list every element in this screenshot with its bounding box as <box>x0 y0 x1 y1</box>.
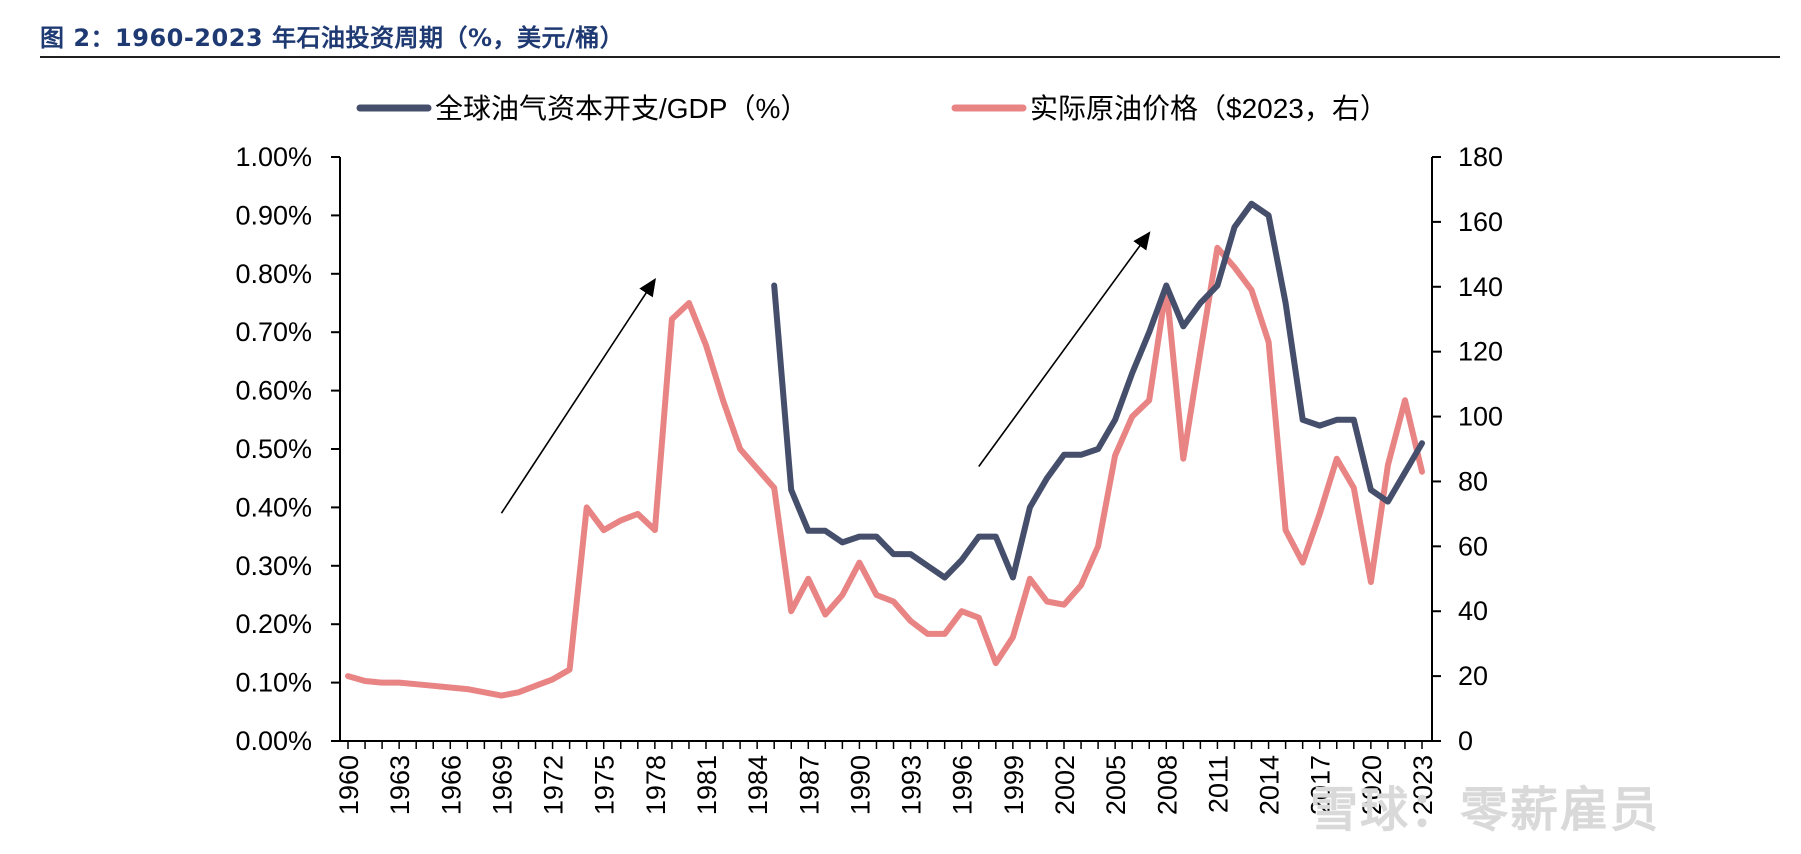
left-y-tick-label: 0.60% <box>235 376 312 406</box>
left-y-tick-label: 0.00% <box>235 726 312 756</box>
x-tick-label: 2005 <box>1101 755 1131 815</box>
left-y-tick-label: 0.50% <box>235 434 312 464</box>
capex-gdp-line <box>771 200 1425 581</box>
right-y-tick-label: 160 <box>1458 207 1503 237</box>
trend-arrow-1 <box>500 277 656 514</box>
right-y-tick-label: 100 <box>1458 402 1503 432</box>
chart-axes: 0.00% 0.10% 0.20% 0.30% 0.40% 0.50% 0.60% 0.70%… <box>235 142 1503 815</box>
x-tick-label: 1987 <box>794 755 824 815</box>
x-tick-label: 1963 <box>385 755 415 815</box>
x-tick-label: 1960 <box>334 755 364 815</box>
x-tick-label: 1981 <box>692 755 722 815</box>
left-y-tick-label: 0.90% <box>235 200 312 230</box>
watermark: 雪球：零薪雇员 <box>1310 782 1661 838</box>
x-tick-label: 1990 <box>845 755 875 815</box>
x-tick-label: 1996 <box>948 755 978 815</box>
x-tick-label: 1972 <box>539 755 569 815</box>
x-tick-label: 1975 <box>590 755 620 815</box>
left-y-tick-label: 0.30% <box>235 551 312 581</box>
caption-divider <box>40 56 1780 58</box>
trend-arrow-2 <box>978 231 1151 467</box>
x-tick-label: 1969 <box>487 755 517 815</box>
x-tick-label: 2020 <box>1357 755 1387 815</box>
x-tick-label: 2017 <box>1306 755 1336 815</box>
left-y-tick-label: 0.40% <box>235 492 312 522</box>
x-tick-label: 2023 <box>1408 755 1438 815</box>
x-tick-label: 1984 <box>743 755 773 815</box>
x-tick-label: 2008 <box>1152 755 1182 815</box>
real-oil-price-line <box>345 244 1425 699</box>
x-tick-label: 2011 <box>1203 755 1233 813</box>
left-y-tick-label: 0.70% <box>235 317 312 347</box>
right-y-tick-label: 0 <box>1458 726 1473 756</box>
x-tick-label: 1978 <box>641 755 671 815</box>
x-tick-label: 2014 <box>1255 755 1285 815</box>
x-tick-label: 1966 <box>436 755 466 815</box>
right-y-tick-label: 80 <box>1458 466 1488 496</box>
right-y-tick-label: 180 <box>1458 142 1503 172</box>
left-y-tick-label: 0.20% <box>235 609 312 639</box>
left-y-tick-label: 0.10% <box>235 668 312 698</box>
x-tick-label: 2002 <box>1050 755 1080 815</box>
trend-arrows <box>500 231 1151 514</box>
right-y-tick-label: 60 <box>1458 531 1488 561</box>
right-y-tick-label: 120 <box>1458 337 1503 367</box>
left-y-tick-label: 0.80% <box>235 259 312 289</box>
legend-capex-label: 全球油气资本开支/GDP（%） <box>435 93 808 124</box>
legend: 全球油气资本开支/GDP（%） 实际原油价格（$2023，右） <box>356 93 1388 124</box>
x-tick-label: 1999 <box>999 755 1029 815</box>
right-y-tick-label: 140 <box>1458 272 1503 302</box>
x-tick-label: 1993 <box>897 755 927 815</box>
right-y-tick-label: 40 <box>1458 596 1488 626</box>
figure-caption: 图 2：1960-2023 年石油投资周期（%，美元/桶） <box>40 24 625 52</box>
legend-price-label: 实际原油价格（$2023，右） <box>1030 93 1388 124</box>
chart-lines <box>345 200 1425 699</box>
right-y-tick-label: 20 <box>1458 661 1488 691</box>
left-y-tick-label: 1.00% <box>235 142 312 172</box>
